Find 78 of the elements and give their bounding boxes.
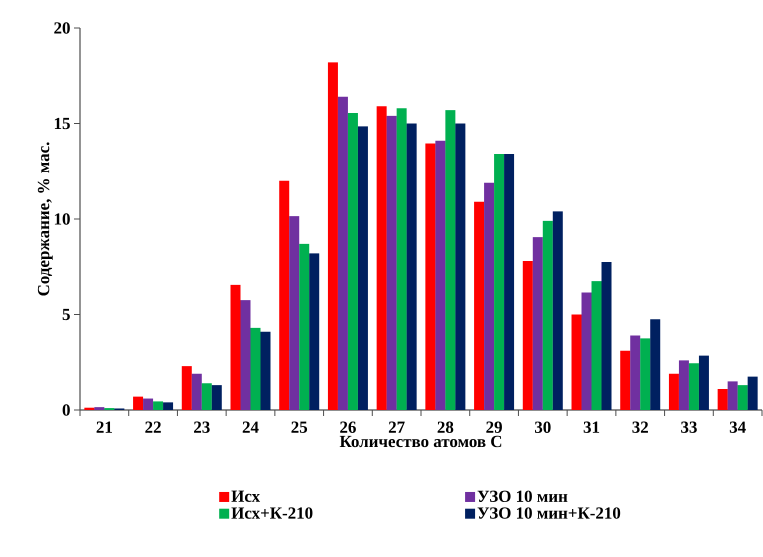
bar — [279, 180, 290, 410]
bar — [698, 356, 709, 410]
bar — [582, 292, 592, 410]
x-tick-label: 30 — [534, 422, 551, 433]
legend-label: УЗО 10 мин — [478, 490, 568, 502]
x-tick-label: 27 — [388, 422, 405, 433]
bar — [592, 281, 602, 410]
x-tick-label: 26 — [340, 422, 356, 433]
bar — [299, 244, 310, 410]
bar — [504, 154, 514, 410]
y-tick-label: 0 — [62, 404, 70, 416]
bar — [163, 402, 174, 410]
legend-label: Исх+К-210 — [231, 507, 312, 519]
bar — [376, 106, 387, 410]
bar — [338, 96, 348, 410]
bar — [445, 110, 456, 410]
bar — [192, 374, 202, 410]
y-tick-label: 20 — [54, 22, 70, 34]
y-tick-label: 10 — [54, 213, 70, 225]
bar — [620, 350, 630, 410]
x-tick-label: 34 — [730, 422, 746, 433]
bar — [474, 202, 484, 410]
x-tick-label: 28 — [438, 422, 454, 433]
bar — [182, 366, 192, 410]
x-axis-title: Количество атомов С — [340, 436, 502, 448]
bar — [212, 385, 222, 410]
bar — [396, 108, 407, 410]
bar — [202, 383, 212, 410]
bar — [572, 314, 582, 410]
bar — [484, 182, 494, 410]
bar — [230, 284, 241, 410]
bar — [542, 220, 553, 410]
x-tick-label: 22 — [145, 422, 161, 433]
x-tick-label: 33 — [681, 422, 697, 433]
x-tick-label: 32 — [632, 422, 648, 433]
bar — [640, 338, 650, 410]
bar — [738, 385, 748, 410]
bar — [133, 396, 144, 410]
x-tick-label: 31 — [584, 422, 600, 433]
x-tick-label: 21 — [96, 422, 112, 433]
bar — [309, 253, 320, 410]
bar — [425, 144, 436, 410]
bar — [678, 360, 689, 410]
bar — [650, 319, 660, 410]
bar — [522, 261, 533, 410]
bar — [406, 123, 417, 410]
bar — [748, 376, 758, 410]
y-tick-label: 15 — [54, 118, 70, 130]
bar — [688, 363, 699, 410]
bar — [240, 300, 251, 410]
bar — [348, 112, 358, 410]
bar — [289, 216, 300, 410]
bar — [358, 126, 368, 410]
bar — [602, 262, 612, 410]
bar — [260, 332, 271, 410]
bar — [668, 374, 679, 410]
bar — [532, 237, 543, 410]
bar — [328, 62, 338, 410]
bar — [552, 211, 563, 410]
x-tick-label: 23 — [194, 422, 210, 433]
bar — [728, 381, 738, 410]
y-tick-label: 5 — [62, 308, 70, 320]
legend-label: Исх — [231, 490, 260, 502]
x-tick-label: 24 — [242, 422, 259, 433]
bar — [250, 328, 261, 410]
bar — [143, 398, 154, 410]
x-tick-label: 29 — [486, 422, 502, 433]
bar — [494, 154, 504, 410]
bar — [455, 123, 466, 410]
bar — [94, 407, 104, 410]
bar — [386, 116, 397, 410]
bar — [718, 388, 728, 410]
bar — [435, 140, 446, 410]
y-axis-title: Содержание, % мас. — [38, 142, 53, 296]
bar — [630, 336, 640, 410]
bar — [153, 401, 164, 410]
legend-label: УЗО 10 мин+К-210 — [478, 507, 620, 519]
x-tick-label: 25 — [291, 422, 308, 433]
